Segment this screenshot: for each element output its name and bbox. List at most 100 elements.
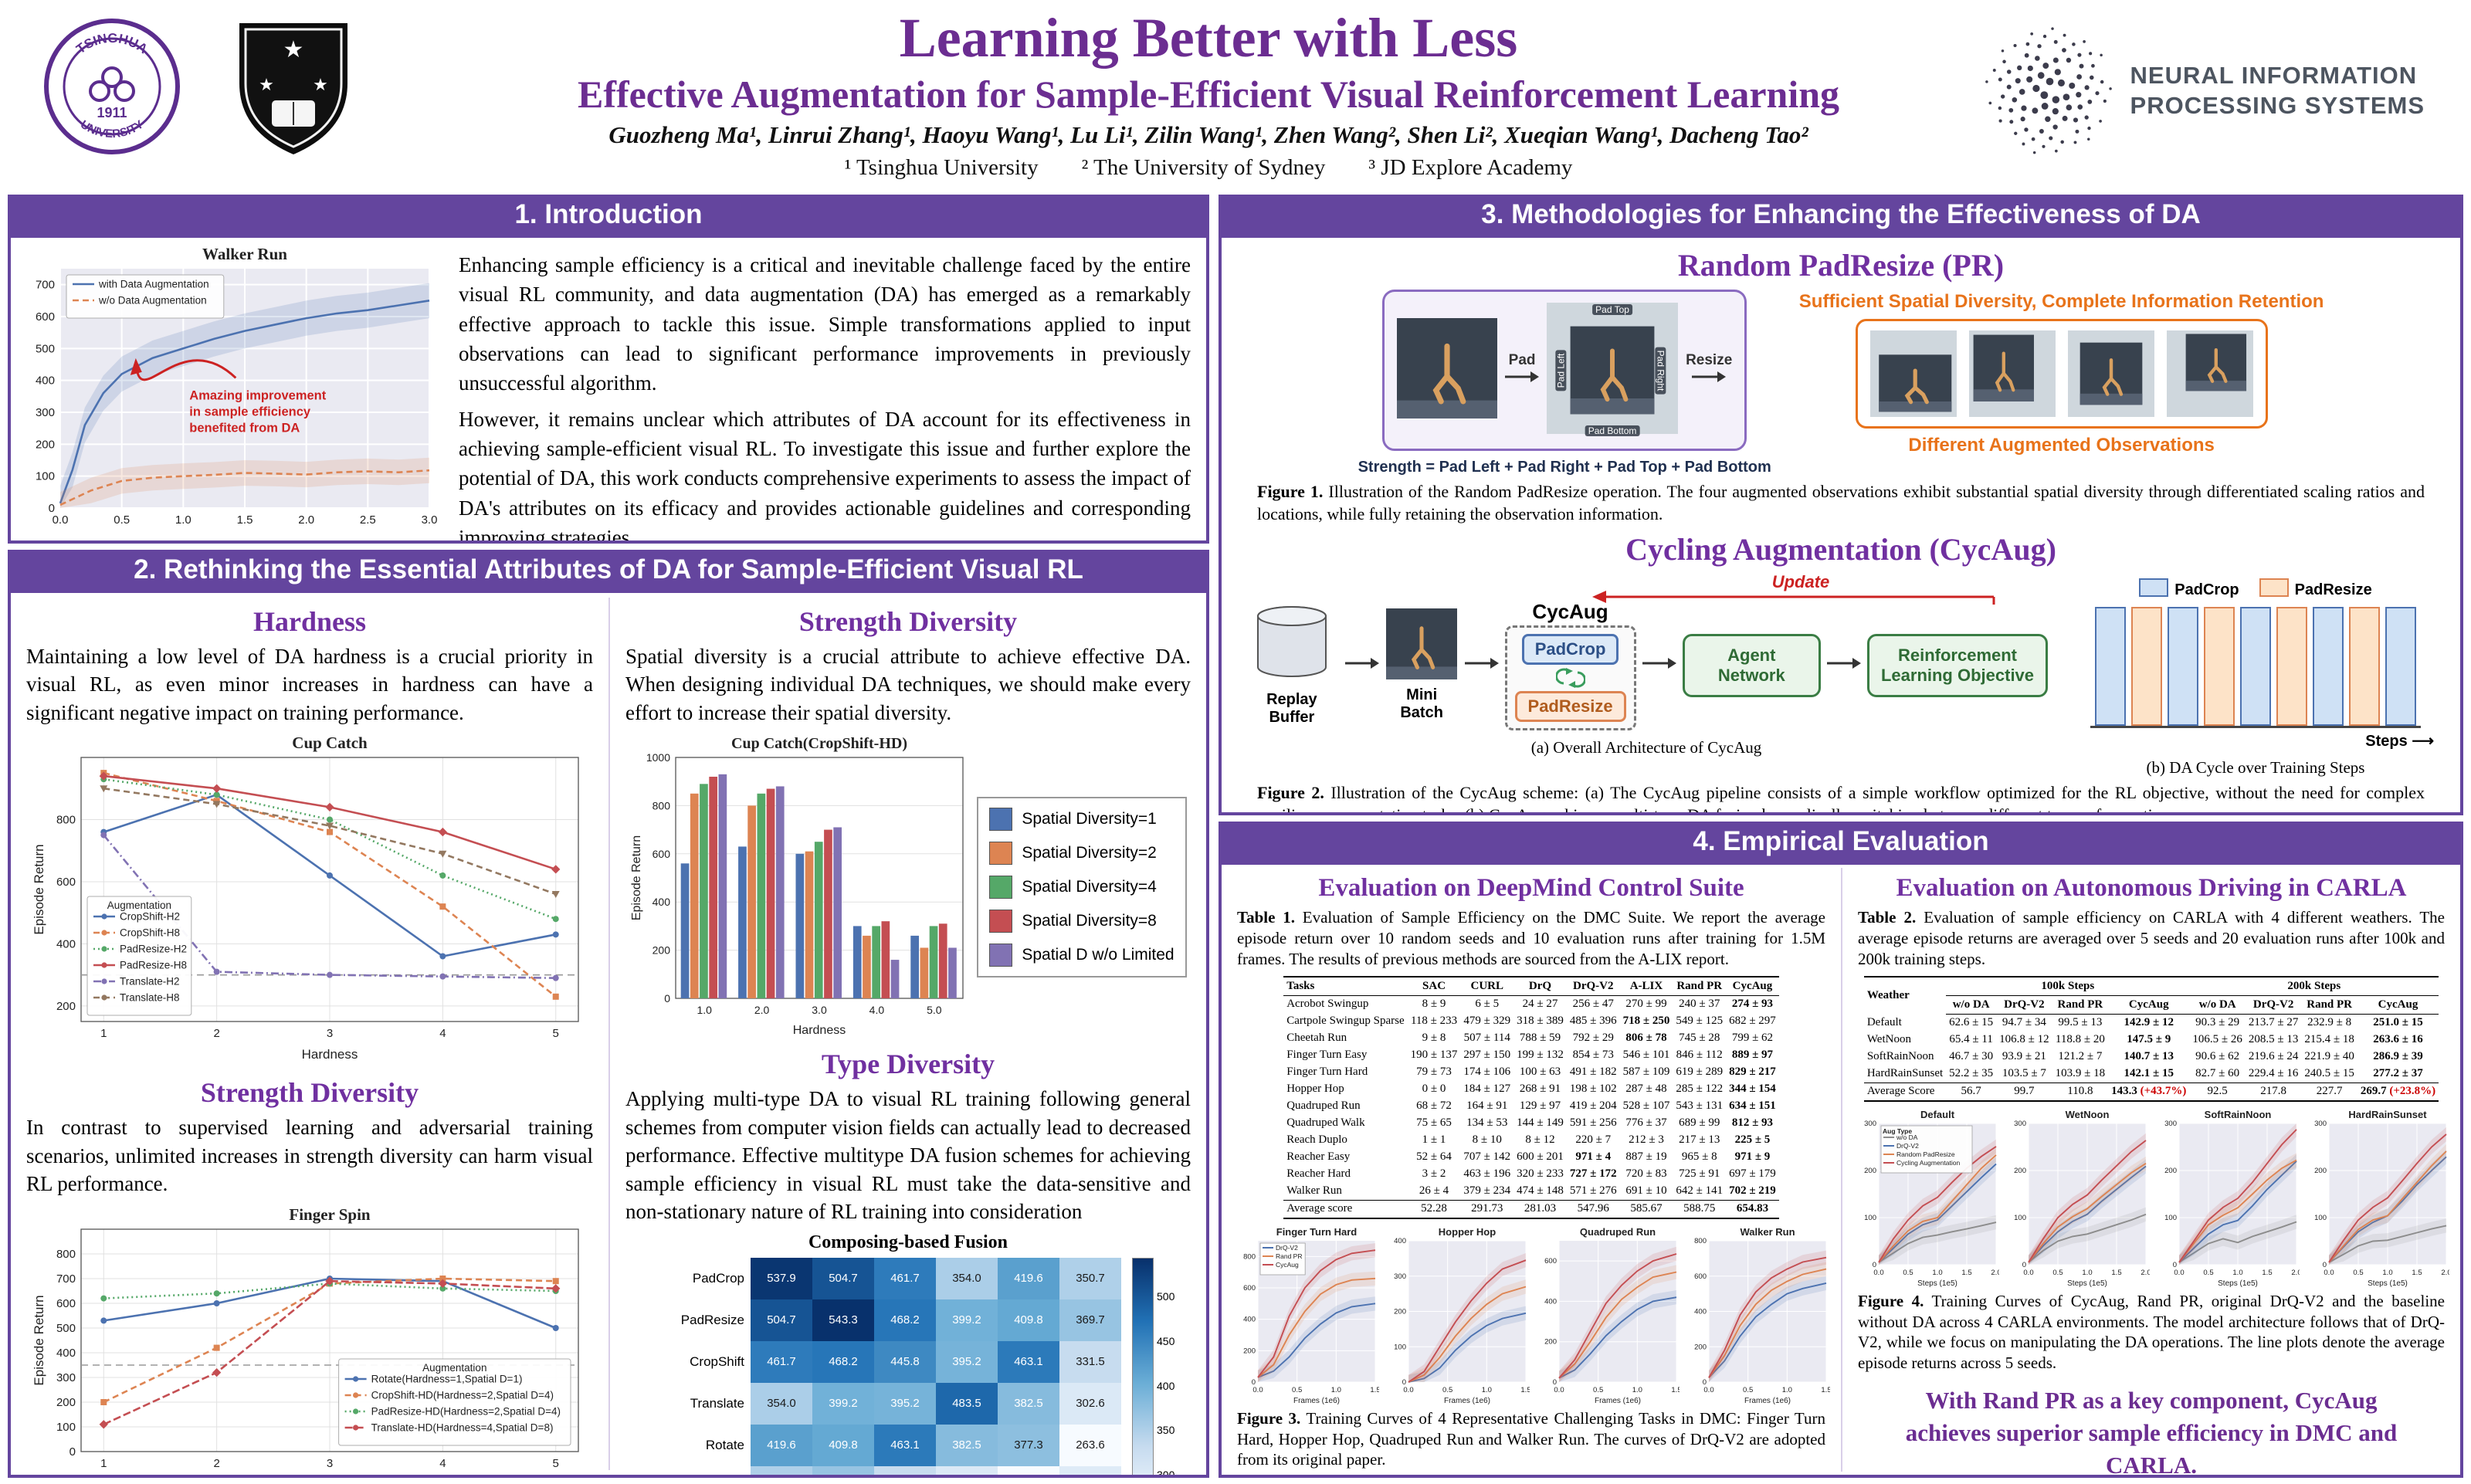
svg-text:800: 800 [652, 800, 671, 812]
table-cell: 799 ± 62 [1731, 1032, 1774, 1045]
svg-text:400: 400 [652, 896, 671, 909]
table-cell: 474 ± 148 [1517, 1184, 1564, 1198]
heatmap-cell: 468.2 [812, 1340, 874, 1383]
table-row: Hopper Hop 0 ± 0 184 ± 127 268 ± 91 198 ± 10… [1283, 1081, 1779, 1098]
table-cell: 1 ± 1 [1422, 1133, 1446, 1147]
svg-text:3.0: 3.0 [812, 1004, 828, 1016]
heatmap-cell: 395.2 [874, 1382, 936, 1425]
table-cell: 103.9 ± 18 [2055, 1067, 2106, 1080]
heatmap-row-label: PadResize [680, 1312, 744, 1327]
introduction-text: Enhancing sample efficiency is a critica… [454, 244, 1195, 540]
cup-catch-bars-figure: 0 200 400 600 800 1000 Cup Catch(CropShift-HD)… [622, 733, 1194, 1042]
svg-text:1.0: 1.0 [1331, 1386, 1341, 1394]
svg-text:200: 200 [652, 944, 671, 957]
svg-text:800: 800 [56, 1248, 76, 1261]
table-cell: Average score [1283, 1199, 1408, 1219]
table-row: Finger Turn Easy 190 ± 137 297 ± 150 199 ± … [1283, 1047, 1779, 1064]
table-cell: 143.3 (+43.7%) [2108, 1082, 2190, 1102]
svg-text:0.5: 0.5 [2053, 1269, 2063, 1277]
svg-text:500: 500 [56, 1322, 76, 1335]
table-cell: 219.6 ± 24 [2248, 1050, 2299, 1063]
table-cell: SoftRainNoon [1866, 1050, 1934, 1063]
heatmap-cell: 419.6 [751, 1424, 812, 1466]
svg-text:2: 2 [213, 1457, 219, 1470]
table-cell: 654.83 [1726, 1199, 1779, 1219]
table-cell: 277.2 ± 37 [2373, 1067, 2423, 1080]
svg-text:CycAug: CycAug [1276, 1261, 1299, 1269]
svg-text:0.5: 0.5 [1903, 1269, 1913, 1277]
column-header: Tasks [1283, 975, 1408, 996]
walker-observation [1386, 608, 1458, 680]
svg-text:1.5: 1.5 [1520, 1386, 1529, 1394]
table-cell: 68 ± 72 [1416, 1099, 1452, 1113]
table-cell: 92.5 [2189, 1082, 2246, 1102]
column-header: DrQ-V2 [1566, 975, 1620, 996]
table-cell: 251.0 ± 15 [2373, 1016, 2423, 1029]
svg-text:Episode Return: Episode Return [630, 835, 643, 920]
svg-text:Steps (1e5): Steps (1e5) [2218, 1279, 2258, 1288]
table-cell: 806 ± 78 [1625, 1032, 1667, 1045]
table-cell: 229.4 ± 16 [2248, 1067, 2299, 1080]
legend-swatch-icon [989, 842, 1013, 866]
table-cell: 90.6 ± 62 [2195, 1050, 2240, 1063]
left-column: 1. Introduction 0.0 0.5 1.0 1.5 2.0 2.5 3.0 0 10… [8, 195, 1209, 1478]
table-cell: 485 ± 396 [1569, 1015, 1617, 1028]
svg-text:Rand PR: Rand PR [1276, 1252, 1303, 1260]
padresize-legend: PadResize [2259, 578, 2372, 599]
table-cell: 286.9 ± 39 [2373, 1050, 2423, 1063]
svg-text:600: 600 [1243, 1284, 1256, 1293]
svg-text:0: 0 [665, 992, 671, 1005]
section4-header: 4. Empirical Evaluation [1219, 822, 2463, 862]
svg-text:200: 200 [1243, 1347, 1256, 1355]
svg-text:400: 400 [1694, 1307, 1707, 1316]
svg-text:700: 700 [56, 1272, 76, 1286]
svg-text:Rotate(Hardness=1,Spatial D=1): Rotate(Hardness=1,Spatial D=1) [371, 1373, 523, 1384]
table-row: Reacher Easy 52 ± 64 707 ± 142 600 ± 201 971… [1283, 1149, 1779, 1166]
table-cell: 812 ± 93 [1731, 1116, 1774, 1130]
table-cell: Cheetah Run [1286, 1032, 1347, 1045]
column-header: DrQ-V2 [1996, 995, 2052, 1015]
svg-text:0.5: 0.5 [2203, 1269, 2213, 1277]
padded-observation: Pad Top Pad Bottom Pad Left Pad Right [1547, 303, 1679, 438]
table-cell: 591 ± 256 [1569, 1116, 1617, 1130]
right-arrow-icon [1642, 656, 1676, 675]
dmc-heading: Evaluation on DeepMind Control Suite [1318, 874, 1744, 902]
table-cell: 707 ± 142 [1463, 1150, 1511, 1164]
legend-entry: Spatial Diversity=4 [989, 876, 1174, 900]
strength-diversity-left-text: In contrast to supervised learning and a… [26, 1116, 593, 1196]
section-introduction: 1. Introduction 0.0 0.5 1.0 1.5 2.0 2.5 3.0 0 10… [8, 195, 1209, 544]
svg-text:DrQ-V2: DrQ-V2 [1276, 1244, 1298, 1252]
table-cell: 94.7 ± 34 [2002, 1016, 2046, 1029]
affiliation: ¹ Tsinghua University [844, 155, 1039, 180]
padcrop-step-bar [2095, 607, 2126, 727]
table-cell: 549 ± 125 [1676, 1015, 1724, 1028]
svg-text:Frames (1e6): Frames (1e6) [1444, 1397, 1490, 1405]
svg-text:400: 400 [1394, 1237, 1406, 1245]
walker-observation [2166, 330, 2253, 417]
training-curve-panel: 0.0 0.5 1.0 1.5 0 200 400 600 800 Finger Turn Har… [1243, 1226, 1379, 1405]
tsinghua-logo-icon: TSINGHUA UNIVERSITY 1911 [44, 19, 180, 154]
table-cell: Hopper Hop [1286, 1083, 1344, 1096]
table-cell: 318 ± 389 [1517, 1015, 1564, 1028]
svg-text:400: 400 [1544, 1297, 1557, 1306]
training-curve-panel: 0.0 0.5 1.0 1.5 0 200 400 600 800 Walker Run Frame… [1694, 1226, 1830, 1405]
table-cell: Reach Duplo [1286, 1133, 1347, 1147]
table-cell: 147.5 ± 9 [2127, 1033, 2171, 1046]
svg-text:0.0: 0.0 [1554, 1386, 1564, 1394]
right-arrow-icon [1827, 656, 1861, 675]
table-cell: Default [1866, 1015, 1902, 1028]
svg-text:0.0: 0.0 [1252, 1386, 1263, 1394]
table-cell: 106.8 ± 12 [1999, 1033, 2049, 1046]
table-cell: 118 ± 233 [1410, 1015, 1458, 1028]
svg-text:3: 3 [327, 1457, 333, 1470]
heatmap-cell: 445.8 [874, 1340, 936, 1383]
table-cell: 8 ± 12 [1525, 1133, 1555, 1147]
neurips-line2: PROCESSING SYSTEMS [2130, 91, 2425, 119]
cycaug-module: CycAug PadCrop PadResize [1504, 600, 1636, 731]
svg-text:0.0: 0.0 [1704, 1386, 1714, 1394]
table-cell: 634 ± 151 [1729, 1099, 1776, 1113]
svg-text:100: 100 [36, 470, 55, 483]
training-curve-panel: 0.0 0.5 1.0 1.5 0 100 200 300 400 Hopper Hop Frame… [1394, 1226, 1530, 1405]
table-cell: 585.67 [1619, 1199, 1673, 1219]
svg-text:400: 400 [36, 374, 55, 388]
